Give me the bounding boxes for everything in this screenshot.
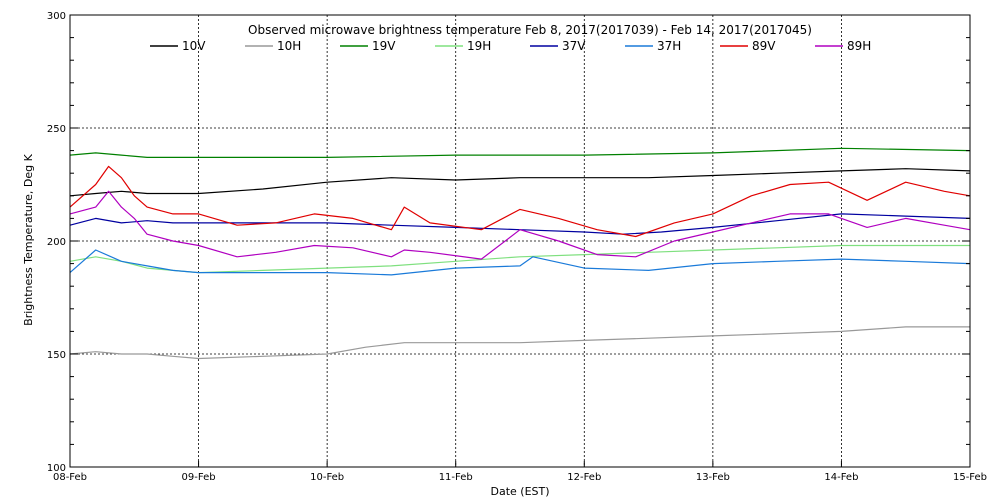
- series-line-10h: [69, 326, 970, 360]
- y-tick-label: 100: [47, 463, 66, 474]
- series-line-37h: [69, 249, 971, 276]
- y-tick-label: 300: [47, 11, 66, 22]
- legend-label-19v: 19V: [372, 39, 396, 53]
- x-tick-label: 13-Feb: [696, 472, 730, 483]
- legend-label-10v: 10V: [182, 39, 206, 53]
- legend: 10V 10H 19V 19H 37V 37H 89V 89H: [150, 39, 871, 53]
- series-line-89v: [69, 165, 971, 238]
- y-tick-label: 150: [47, 350, 66, 361]
- y-tick-label: 200: [47, 237, 66, 248]
- x-tick-label: 09-Feb: [182, 472, 216, 483]
- x-tick-label: 11-Feb: [439, 472, 473, 483]
- legend-label-10h: 10H: [277, 39, 301, 53]
- series-line-19h: [69, 244, 970, 274]
- x-tick-label: 14-Feb: [824, 472, 858, 483]
- x-axis-label: Date (EST): [490, 485, 549, 498]
- series-line-19v: [69, 147, 971, 158]
- axes: 08-Feb 09-Feb 10-Feb 11-Feb 12-Feb 13-Feb 14-F…: [47, 11, 987, 483]
- grid: [70, 15, 970, 467]
- legend-label-19h: 19H: [467, 39, 491, 53]
- legend-label-89h: 89H: [847, 39, 871, 53]
- x-tick-label: 12-Feb: [567, 472, 601, 483]
- x-tick-label: 15-Feb: [953, 472, 987, 483]
- y-axis-label: Brightness Temperature, Deg K: [22, 153, 35, 325]
- series-line-89h: [69, 190, 971, 260]
- y-tick-label: 250: [47, 124, 66, 135]
- chart-title: Observed microwave brightness temperatur…: [248, 23, 812, 37]
- x-tick-label: 10-Feb: [310, 472, 344, 483]
- series-line-37v: [69, 213, 971, 235]
- series-lines: [69, 147, 971, 360]
- legend-label-89v: 89V: [752, 39, 776, 53]
- series-line-10v: [69, 168, 971, 197]
- legend-label-37v: 37V: [562, 39, 586, 53]
- x-tick-label: 08-Feb: [53, 472, 87, 483]
- legend-label-37h: 37H: [657, 39, 681, 53]
